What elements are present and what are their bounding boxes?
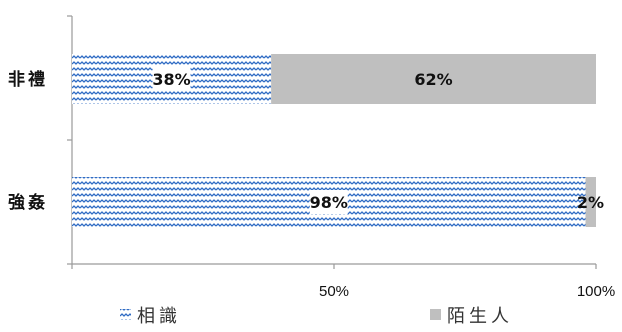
x-tick-label: 100% [577,283,615,300]
legend-label: 陌生人 [447,306,513,327]
legend-label: 相識 [137,306,181,327]
legend-swatch [120,309,131,320]
legend-swatch [430,309,441,320]
category-label: 非禮 [8,69,48,90]
legend: 相識 陌生人 [120,306,513,327]
data-label: 62% [414,70,452,89]
data-label: 38% [152,70,190,89]
bar-陌生人 [271,54,596,104]
data-labels: 38% 62% 98% 2% [152,67,604,214]
data-label-bg [152,67,191,91]
category-label: 強姦 [8,192,48,213]
data-label-bg [309,190,348,214]
bar-陌生人 [585,177,596,227]
data-label: 98% [310,193,348,212]
data-label: 2% [577,193,604,212]
bars [72,54,596,227]
x-tick-label: 50% [319,283,349,300]
